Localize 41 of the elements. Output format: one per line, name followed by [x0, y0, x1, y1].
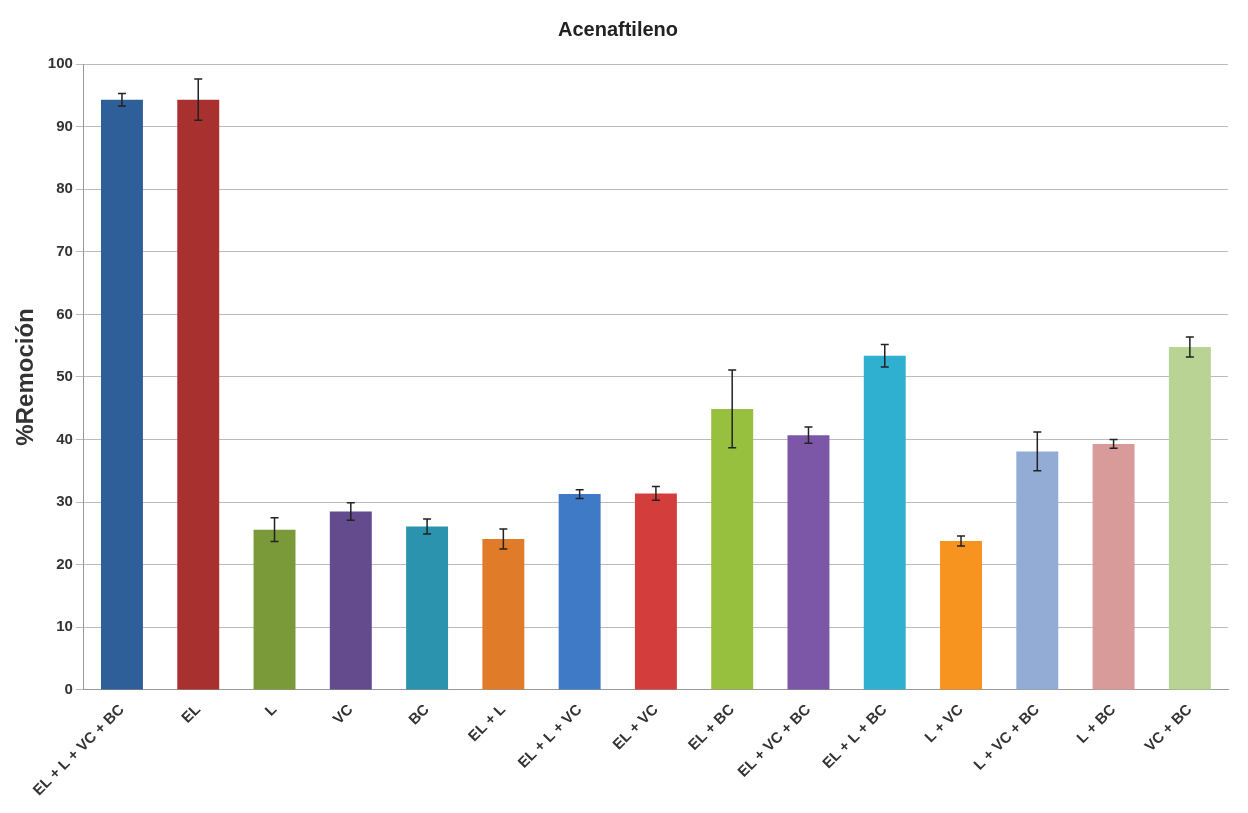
x-tick-label: EL + VC [608, 700, 662, 753]
bar [787, 435, 830, 690]
bar [1016, 451, 1059, 690]
chart-title: Acenaftileno [557, 17, 679, 40]
y-axis-title: %Remoción [11, 308, 39, 446]
y-tick-label: 70 [56, 241, 73, 259]
y-tick-label: 0 [64, 680, 73, 698]
y-tick-label: 100 [47, 54, 73, 72]
x-tick-label: L + BC [1072, 700, 1119, 747]
y-tick-label: 40 [56, 429, 73, 447]
bar [711, 408, 754, 690]
x-tick-label: EL + L + BC [818, 700, 890, 772]
bar [329, 511, 372, 690]
x-tick-label: VC + BC [1140, 700, 1196, 755]
y-tick-label: 60 [56, 304, 73, 322]
y-tick-label: 90 [56, 116, 73, 134]
y-tick-label: 30 [56, 492, 73, 510]
x-tick-label: VC [329, 700, 356, 728]
bar [253, 529, 296, 690]
bar [1168, 346, 1211, 690]
bar [634, 493, 677, 690]
bar [406, 526, 449, 690]
x-tick-label: L + VC + BC [969, 700, 1043, 773]
x-tick-label: L + VC [920, 700, 967, 746]
bar [1092, 443, 1135, 690]
x-tick-label: EL [177, 700, 204, 726]
bar [482, 539, 525, 690]
bar [863, 355, 906, 690]
x-tick-label: BC [404, 700, 433, 728]
bar [940, 540, 982, 690]
y-tick-label: 50 [56, 367, 73, 385]
bar [177, 99, 220, 690]
x-tick-label: EL + L + VC + BC [29, 700, 128, 799]
x-tick-label: EL + L [464, 700, 509, 745]
bar [558, 494, 601, 690]
y-tick-label: 10 [56, 617, 73, 635]
bar [100, 99, 143, 690]
x-tick-label: L [261, 700, 280, 719]
x-tick-label: EL + L + VC [514, 700, 585, 771]
y-tick-label: 80 [56, 179, 73, 197]
y-tick-label: 20 [56, 554, 73, 572]
